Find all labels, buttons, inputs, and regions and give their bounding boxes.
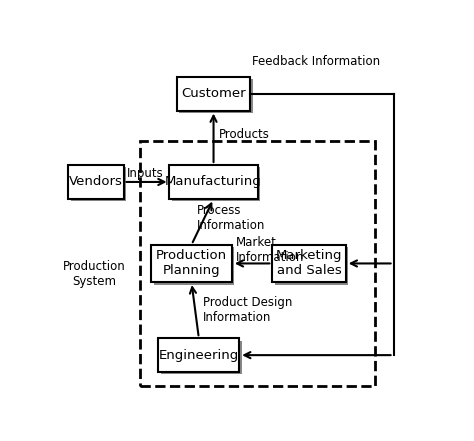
FancyBboxPatch shape [172, 167, 260, 201]
FancyBboxPatch shape [177, 77, 250, 111]
FancyBboxPatch shape [161, 340, 242, 374]
FancyBboxPatch shape [154, 247, 235, 284]
Text: Market
Information: Market Information [236, 236, 304, 264]
Text: Product Design
Information: Product Design Information [202, 296, 292, 324]
Text: Production
Planning: Production Planning [156, 250, 227, 277]
FancyBboxPatch shape [275, 247, 348, 284]
Text: Manufacturing: Manufacturing [165, 176, 262, 188]
Text: Feedback Information: Feedback Information [252, 55, 381, 68]
Text: Products: Products [219, 128, 270, 141]
Text: Process
Information: Process Information [197, 205, 265, 232]
FancyBboxPatch shape [272, 245, 346, 282]
Text: Production
System: Production System [63, 260, 126, 288]
FancyBboxPatch shape [71, 167, 126, 201]
FancyBboxPatch shape [169, 165, 258, 199]
Text: Marketing
and Sales: Marketing and Sales [276, 250, 342, 277]
Text: Engineering: Engineering [159, 349, 239, 362]
Text: Inputs: Inputs [127, 167, 164, 180]
Text: Vendors: Vendors [69, 176, 123, 188]
Text: Customer: Customer [181, 87, 246, 100]
FancyBboxPatch shape [151, 245, 232, 282]
FancyBboxPatch shape [158, 338, 239, 372]
FancyBboxPatch shape [68, 165, 124, 199]
FancyBboxPatch shape [179, 79, 253, 113]
